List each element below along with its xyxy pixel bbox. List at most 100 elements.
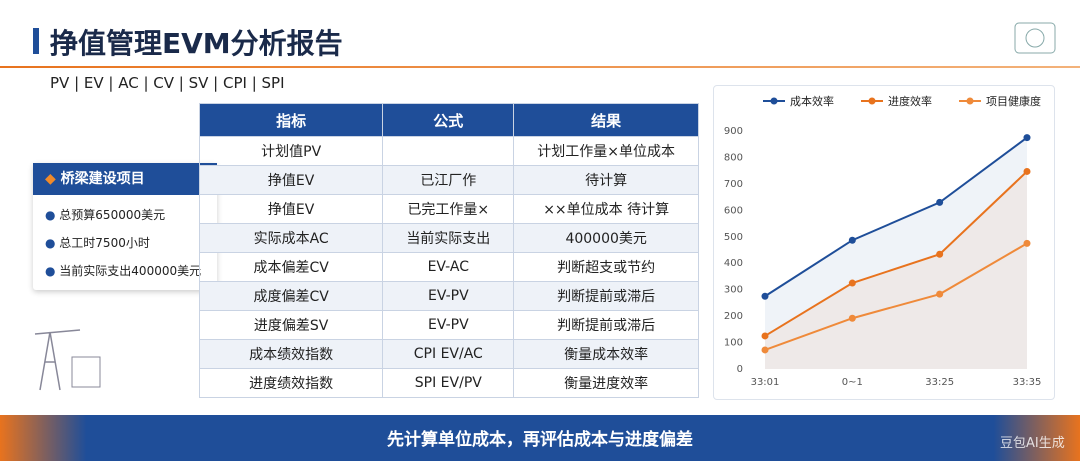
x-tick-label: 33:25 — [925, 377, 954, 388]
table-cell: 成本偏差CV — [198, 252, 384, 282]
data-point — [1023, 239, 1031, 247]
data-point — [761, 346, 769, 354]
y-tick-label: 900 — [724, 126, 743, 137]
data-point — [761, 292, 769, 300]
table-header: 指标 公式 结果 — [198, 103, 699, 137]
y-tick-label: 700 — [724, 179, 743, 190]
table-cell: 判断超支或节约 — [513, 252, 699, 282]
card-item: ● 总预算650000美元 — [45, 206, 217, 223]
table-cell: 计划值PV — [198, 136, 384, 166]
evm-table: 指标 公式 结果 计划值PV 计划工作量×单位成本 挣值EV 已江厂作 待计算 挣值EV 已完工作… — [198, 103, 699, 398]
series-line — [764, 242, 1028, 351]
table-cell: 计划工作量×单位成本 — [513, 136, 699, 166]
table-cell: 挣值EV — [198, 165, 384, 195]
project-card: ◆ 桥梁建设项目 ● 总预算650000美元 ● 总工时7500小时 ● 当前实际支… — [33, 163, 217, 290]
table-cell: SPI EV/PV — [382, 368, 515, 398]
table-header-cell: 结果 — [513, 103, 699, 137]
table-row: 计划值PV 计划工作量×单位成本 — [198, 136, 699, 166]
card-title: 桥梁建设项目 — [60, 171, 145, 187]
data-point — [936, 250, 944, 258]
series-line — [764, 136, 1028, 298]
icon — [1014, 22, 1056, 54]
card-items: ● 总预算650000美元 ● 总工时7500小时 ● 当前实际支出400000美元 — [33, 206, 217, 279]
data-point — [936, 198, 944, 206]
legend-label: 进度效率 — [888, 94, 932, 108]
y-tick-label: 800 — [724, 152, 743, 163]
data-point — [761, 332, 769, 340]
table-row: 成本绩效指数 CPI EV/AC 衡量成本效率 — [198, 339, 699, 369]
table-header-cell: 指标 — [198, 103, 384, 137]
table-cell: 待计算 — [513, 165, 699, 195]
watermark: 豆包AI生成 — [1000, 436, 1065, 451]
bullet: ● — [45, 236, 60, 250]
table-cell: 实际成本AC — [198, 223, 384, 253]
table-cell: 成本绩效指数 — [198, 339, 384, 369]
card-item-text: 当前实际支出400000美元 — [59, 264, 202, 278]
table-cell: 400000美元 — [513, 223, 699, 253]
data-point — [848, 279, 856, 287]
y-tick-label: 0 — [737, 364, 743, 375]
table-row: 成本偏差CV EV-AC 判断超支或节约 — [198, 252, 699, 282]
data-point — [848, 236, 856, 244]
y-tick-label: 500 — [724, 232, 743, 243]
data-point — [936, 290, 944, 298]
chart: 0 100 200 300 400 500 600 700 800 900 33:01 0~1 33:2… — [724, 94, 1042, 388]
data-point — [1023, 134, 1031, 142]
y-tick-label: 400 — [724, 258, 743, 269]
table-row: 挣值EV 已江厂作 待计算 — [198, 165, 699, 195]
table-cell: EV-AC — [382, 252, 515, 282]
table-cell: ××单位成本 待计算 — [513, 194, 699, 224]
crane-icon — [34, 329, 101, 391]
table-header-cell: 公式 — [382, 103, 515, 137]
series-line — [764, 170, 1028, 337]
title-rule — [0, 66, 1080, 68]
table-cell: CPI EV/AC — [382, 339, 515, 369]
legend-dot — [868, 97, 876, 105]
table-cell: 衡量进度效率 — [513, 368, 699, 398]
legend-label: 项目健康度 — [986, 94, 1041, 108]
table-row: 进度偏差SV EV-PV 判断提前或滞后 — [198, 310, 699, 340]
table-row: 实际成本AC 当前实际支出 400000美元 — [198, 223, 699, 253]
y-tick-label: 100 — [724, 338, 743, 349]
data-point — [848, 314, 856, 322]
x-tick-label: 33:35 — [1013, 377, 1042, 388]
table-cell: 进度偏差SV — [198, 310, 384, 340]
table-cell: 成度偏差CV — [198, 281, 384, 311]
bullet: ● — [45, 264, 60, 278]
card-item-text: 总预算650000美元 — [59, 208, 166, 222]
card-item-text: 总工时7500小时 — [59, 236, 150, 250]
y-tick-label: 300 — [724, 285, 743, 296]
table-row: 挣值EV 已完工作量× ××单位成本 待计算 — [198, 194, 699, 224]
y-tick-label: 200 — [724, 311, 743, 322]
table-cell: 判断提前或滞后 — [513, 310, 699, 340]
table-cell: 判断提前或滞后 — [513, 281, 699, 311]
legend-dot — [966, 97, 974, 105]
series-area — [765, 171, 1027, 369]
table-cell: EV-PV — [382, 310, 515, 340]
data-point — [1023, 167, 1031, 175]
table-cell: EV-PV — [382, 281, 515, 311]
card-item: ● 总工时7500小时 — [45, 234, 217, 251]
card-item: ● 当前实际支出400000美元 — [45, 262, 217, 279]
table-cell: 衡量成本效率 — [513, 339, 699, 369]
table-cell: 挣值EV — [198, 194, 384, 224]
table-cell — [382, 136, 515, 166]
subtitle: PV | EV | AC | CV | SV | CPI | SPI — [50, 74, 285, 92]
card-header: ◆ 桥梁建设项目 — [33, 163, 217, 195]
title-marker — [33, 28, 39, 54]
table-cell: 已完工作量× — [382, 194, 515, 224]
series-area — [765, 137, 1027, 369]
bullet: ● — [45, 208, 60, 222]
table-cell: 已江厂作 — [382, 165, 515, 195]
legend-dot — [770, 97, 778, 105]
x-tick-label: 0~1 — [842, 377, 863, 388]
title: 挣值管理EVM分析报告 — [50, 27, 343, 60]
table-row: 进度绩效指数 SPI EV/PV 衡量进度效率 — [198, 368, 699, 398]
y-tick-label: 600 — [724, 205, 743, 216]
table-cell: 进度绩效指数 — [198, 368, 384, 398]
legend-label: 成本效率 — [790, 94, 834, 108]
footer-text: 先计算单位成本，再评估成本与进度偏差 — [387, 430, 693, 450]
table-row: 成度偏差CV EV-PV 判断提前或滞后 — [198, 281, 699, 311]
x-tick-label: 33:01 — [751, 377, 780, 388]
